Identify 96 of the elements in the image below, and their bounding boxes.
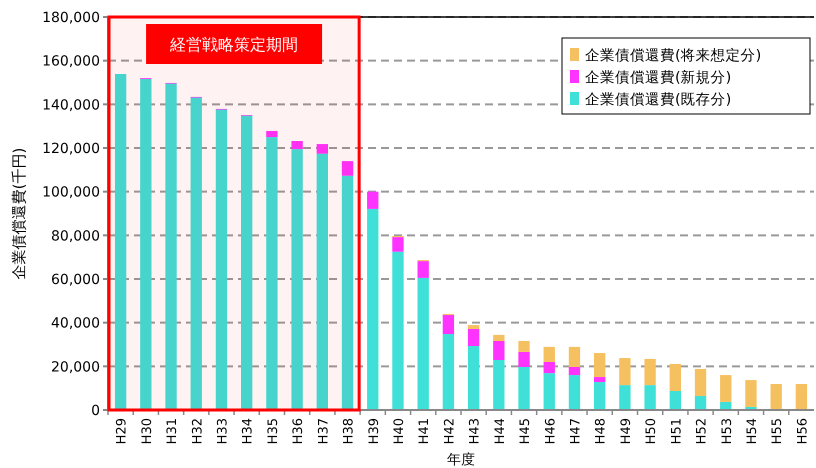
x-tick-label: H48 <box>594 418 609 444</box>
x-tick-label: H56 <box>795 418 810 444</box>
y-tick-label: 40,000 <box>51 316 100 332</box>
bar <box>114 74 126 410</box>
bar <box>266 130 278 138</box>
x-tick-label: H32 <box>190 418 206 444</box>
x-tick-label: H39 <box>366 418 382 444</box>
bar <box>619 385 631 410</box>
y-tick-label: 180,000 <box>42 10 100 26</box>
x-tick-label: H54 <box>744 418 760 444</box>
bar <box>367 192 378 209</box>
x-tick-label: H44 <box>492 418 508 444</box>
bar <box>216 110 228 410</box>
y-tick-label: 120,000 <box>42 141 100 157</box>
band-label: 経営戦略策定期間 <box>169 35 298 54</box>
bar <box>594 353 606 378</box>
x-tick-label: H52 <box>694 418 710 444</box>
y-tick-label: 160,000 <box>42 54 100 70</box>
bar <box>770 384 782 410</box>
bar <box>594 377 606 382</box>
x-tick-label: H36 <box>291 418 306 444</box>
y-tick-label: 0 <box>91 403 100 419</box>
bar <box>266 137 278 410</box>
bar <box>694 396 706 410</box>
legend-label: 企業債償還費(新規分) <box>585 69 732 86</box>
bar <box>392 252 404 410</box>
bar <box>644 385 656 410</box>
x-tick-label: H31 <box>165 418 180 444</box>
bar <box>796 384 808 410</box>
x-tick-label: H50 <box>644 418 660 444</box>
x-tick-label: H33 <box>215 418 230 444</box>
bar <box>442 334 454 410</box>
x-tick-label: H55 <box>770 418 786 444</box>
bar <box>720 375 732 402</box>
bar <box>468 325 480 329</box>
y-tick-label: 20,000 <box>51 359 100 376</box>
bar <box>568 366 580 376</box>
bar <box>140 79 152 410</box>
x-tick-label: H30 <box>140 418 155 444</box>
bar <box>594 382 606 410</box>
y-tick-label: 60,000 <box>51 272 100 288</box>
x-axis-title: 年度 <box>447 452 475 468</box>
bar <box>190 98 202 410</box>
x-tick-label: H51 <box>669 418 684 444</box>
bar <box>291 141 303 150</box>
bar <box>619 358 631 386</box>
x-tick-label: H38 <box>342 418 357 444</box>
bar <box>745 380 757 407</box>
x-tick-label: H46 <box>543 418 558 444</box>
bar <box>518 352 530 367</box>
bar <box>544 362 555 374</box>
x-tick-label: H45 <box>518 418 534 444</box>
bar <box>342 176 354 410</box>
legend-label: 企業債償還費(将来想定分) <box>585 47 762 64</box>
x-tick-label: H40 <box>392 418 407 444</box>
bar <box>568 375 580 410</box>
x-tick-label: H34 <box>240 418 256 444</box>
bar <box>241 116 252 410</box>
x-tick-label: H42 <box>442 418 458 444</box>
bar <box>418 261 429 278</box>
bar <box>493 360 504 410</box>
x-tick-label: H41 <box>417 418 432 444</box>
x-tick-label: H47 <box>568 418 584 444</box>
bar <box>493 341 504 360</box>
y-tick-label: 100,000 <box>42 184 100 201</box>
bar <box>518 366 530 410</box>
legend-label: 企業債償還費(既存分) <box>585 91 732 108</box>
bar <box>165 84 177 410</box>
bar <box>418 278 429 410</box>
bar <box>392 237 404 252</box>
bar <box>468 329 480 346</box>
x-tick-label: H53 <box>720 418 735 444</box>
bar <box>544 346 555 362</box>
bar <box>442 315 454 334</box>
x-tick-label: H35 <box>266 418 281 444</box>
bar <box>644 358 656 386</box>
y-tick-label: 140,000 <box>42 97 100 114</box>
bar <box>468 346 480 410</box>
x-tick-label: H49 <box>618 418 634 444</box>
bar <box>568 346 580 367</box>
bar <box>316 144 328 154</box>
bar <box>670 364 681 392</box>
bar <box>342 161 354 176</box>
bar <box>544 373 555 410</box>
bar <box>493 334 504 342</box>
x-tick-label: H37 <box>316 418 332 444</box>
bar <box>518 341 530 352</box>
y-tick-label: 80,000 <box>51 228 100 244</box>
bar <box>694 368 706 396</box>
x-tick-label: H29 <box>114 418 130 444</box>
bar <box>367 208 378 410</box>
x-tick-label: H43 <box>468 418 483 444</box>
bar <box>670 391 681 410</box>
bar <box>316 154 328 410</box>
bar <box>291 149 303 410</box>
y-axis-title: 企業債償還費(千円) <box>10 148 28 280</box>
